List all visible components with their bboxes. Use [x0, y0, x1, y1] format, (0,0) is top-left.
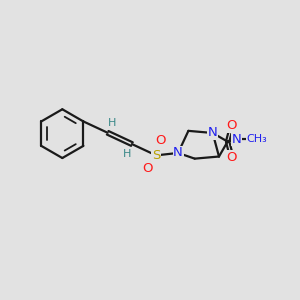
Text: CH₃: CH₃ [247, 134, 268, 144]
Text: O: O [155, 134, 165, 147]
Text: O: O [226, 151, 237, 164]
Text: O: O [142, 161, 152, 175]
Text: N: N [231, 133, 241, 146]
Text: O: O [226, 119, 237, 132]
Text: H: H [123, 149, 131, 159]
Text: N: N [208, 127, 218, 140]
Text: N: N [173, 146, 183, 159]
Text: S: S [152, 149, 160, 162]
Text: H: H [108, 118, 117, 128]
